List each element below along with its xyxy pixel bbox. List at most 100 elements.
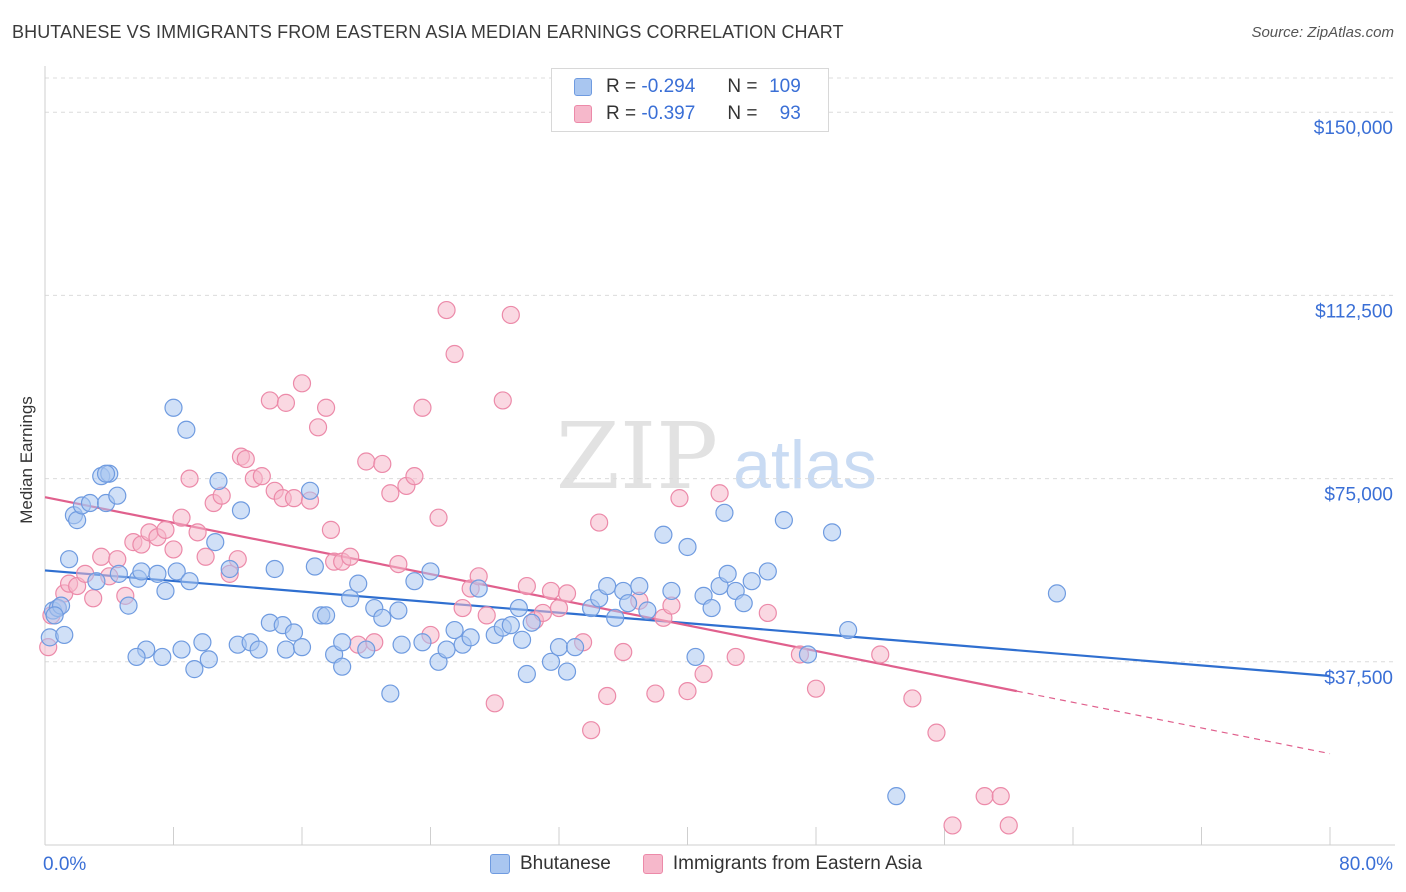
data-point-immigrants — [92, 547, 111, 566]
data-point-immigrants — [212, 486, 231, 505]
data-point-bhutanese — [413, 633, 432, 652]
series-legend-label: Bhutanese — [520, 853, 611, 874]
data-point-immigrants — [485, 694, 504, 713]
data-point-bhutanese — [758, 562, 777, 581]
data-point-immigrants — [164, 540, 183, 559]
data-point-immigrants — [172, 508, 191, 527]
data-point-bhutanese — [96, 464, 116, 483]
data-point-bhutanese — [598, 576, 617, 596]
data-point-bhutanese — [341, 589, 360, 608]
data-point-bhutanese — [887, 787, 906, 806]
data-point-bhutanese — [55, 625, 74, 645]
data-point-immigrants — [405, 467, 424, 486]
data-point-immigrants — [84, 589, 103, 608]
data-point-immigrants — [991, 787, 1010, 806]
data-point-bhutanese — [185, 660, 204, 679]
data-point-bhutanese — [742, 572, 761, 591]
legend-r-value: -0.397 — [641, 103, 696, 124]
data-point-bhutanese — [209, 471, 228, 491]
data-point-bhutanese — [199, 650, 218, 669]
series-legend-immigrants: Immigrants from Eastern Asia — [642, 853, 923, 875]
data-point-immigrants — [806, 679, 826, 698]
data-point-bhutanese — [421, 562, 440, 581]
data-point-immigrants — [517, 576, 536, 596]
data-point-bhutanese — [565, 638, 585, 657]
data-point-immigrants — [501, 305, 520, 325]
data-point-bhutanese — [774, 511, 793, 530]
data-point-immigrants — [180, 469, 199, 488]
data-point-immigrants — [590, 513, 609, 532]
data-point-immigrants — [252, 467, 271, 486]
data-point-bhutanese — [1047, 584, 1067, 603]
data-point-immigrants — [437, 300, 456, 320]
data-point-immigrants — [381, 484, 400, 503]
data-point-bhutanese — [437, 640, 456, 659]
data-point-bhutanese — [109, 564, 128, 583]
data-point-bhutanese — [292, 638, 312, 657]
data-point-immigrants — [260, 391, 279, 410]
data-point-immigrants — [276, 393, 296, 412]
data-point-immigrants — [477, 606, 496, 625]
data-point-bhutanese — [164, 398, 183, 417]
data-point-bhutanese — [206, 533, 225, 552]
legend-n-value: 93 — [779, 103, 801, 124]
data-point-immigrants — [903, 689, 922, 708]
data-point-immigrants — [316, 398, 336, 417]
data-point-bhutanese — [822, 523, 842, 542]
data-point-bhutanese — [357, 640, 376, 659]
data-point-immigrants — [493, 391, 512, 410]
series-legend-label: Immigrants from Eastern Asia — [672, 853, 923, 874]
chart-title: BHUTANESE VS IMMIGRANTS FROM EASTERN ASI… — [12, 22, 844, 42]
data-point-immigrants — [943, 816, 962, 835]
data-point-immigrants — [308, 418, 328, 437]
data-point-immigrants — [236, 449, 255, 469]
watermark-atlas: atlas — [733, 427, 877, 503]
data-point-bhutanese — [798, 645, 818, 664]
data-point-bhutanese — [654, 525, 673, 544]
series-legend: Bhutanese Immigrants from Eastern Asia — [490, 851, 954, 877]
data-point-bhutanese — [618, 594, 638, 613]
y-tick-label: $150,000 — [1314, 118, 1393, 139]
data-point-bhutanese — [662, 581, 681, 601]
data-point-bhutanese — [469, 579, 488, 598]
data-point-bhutanese — [389, 601, 408, 620]
series-legend-bhutanese: Bhutanese — [490, 853, 611, 875]
data-point-immigrants — [196, 547, 215, 566]
data-point-bhutanese — [501, 616, 520, 635]
data-point-bhutanese — [80, 493, 100, 513]
x-tick-label-min: 0.0% — [43, 854, 86, 875]
legend-swatch-blue — [574, 78, 592, 96]
data-point-immigrants — [975, 787, 994, 806]
data-point-immigrants — [549, 598, 569, 618]
data-point-bhutanese — [193, 633, 212, 652]
data-point-immigrants — [758, 603, 777, 623]
legend-r-label: R = — [606, 76, 637, 97]
data-point-bhutanese — [333, 633, 352, 652]
data-point-bhutanese — [220, 559, 239, 579]
data-point-bhutanese — [284, 623, 304, 642]
data-point-immigrants — [614, 642, 633, 662]
data-point-bhutanese — [445, 620, 464, 640]
data-point-bhutanese — [638, 601, 657, 620]
data-point-immigrants — [678, 682, 697, 701]
data-point-bhutanese — [522, 613, 541, 632]
legend-r-label: R = — [606, 103, 637, 124]
data-point-immigrants — [598, 686, 617, 706]
data-point-bhutanese — [381, 684, 400, 703]
data-point-bhutanese — [839, 620, 858, 640]
data-point-bhutanese — [127, 647, 146, 667]
data-point-bhutanese — [87, 572, 106, 591]
data-point-bhutanese — [333, 657, 352, 676]
data-point-immigrants — [156, 520, 175, 539]
data-point-immigrants — [541, 581, 561, 601]
data-point-bhutanese — [678, 537, 697, 557]
data-point-immigrants — [445, 344, 464, 364]
series-swatch-pink — [642, 854, 663, 874]
data-point-immigrants — [429, 508, 448, 527]
data-point-bhutanese — [549, 638, 569, 657]
data-point-bhutanese — [156, 581, 175, 601]
trend-line-bhutanese — [44, 569, 1331, 678]
data-point-bhutanese — [718, 564, 737, 583]
data-point-immigrants — [646, 684, 665, 703]
